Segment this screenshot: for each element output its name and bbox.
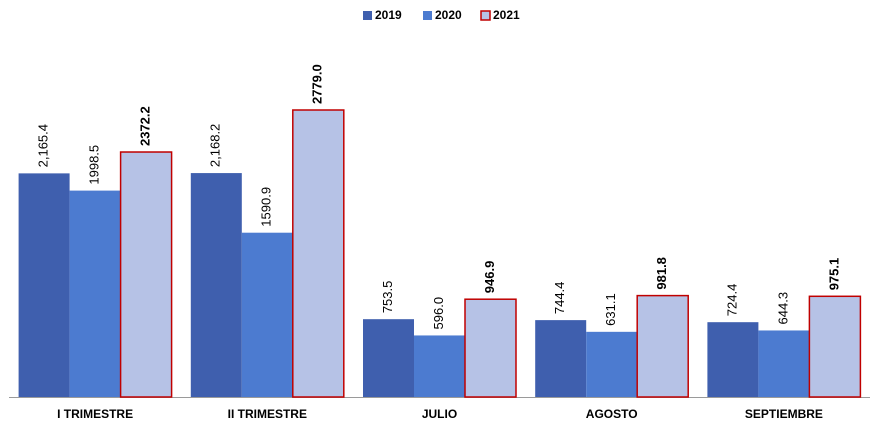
x-tick-label: JULIO — [422, 407, 457, 421]
value-label: 596.0 — [431, 297, 446, 330]
value-label: 724.4 — [724, 284, 739, 317]
bar — [241, 232, 293, 397]
bar — [414, 335, 465, 397]
legend-label: 2021 — [493, 8, 520, 22]
x-tick-label: I TRIMESTRE — [57, 407, 133, 421]
value-label: 744.4 — [552, 282, 567, 315]
bar — [464, 298, 517, 398]
x-tick-label: AGOSTO — [586, 407, 638, 421]
value-label: 644.3 — [775, 292, 790, 325]
value-label: 1998.5 — [87, 145, 102, 185]
bar — [808, 295, 862, 398]
value-label: 2,168.2 — [208, 124, 223, 167]
value-label: 631.1 — [603, 293, 618, 326]
bar — [190, 173, 242, 397]
value-label: 946.9 — [482, 261, 497, 294]
value-label: 2779.0 — [310, 64, 325, 104]
legend-label: 2020 — [435, 8, 462, 22]
x-tick-label: SEPTIEMBRE — [745, 407, 823, 421]
legend-swatch — [363, 11, 372, 20]
bar — [707, 322, 759, 397]
bar — [636, 294, 689, 398]
value-label: 981.8 — [654, 257, 669, 290]
x-tick-label: II TRIMESTRE — [228, 407, 307, 421]
legend-label: 2019 — [375, 8, 402, 22]
legend-swatch — [423, 11, 432, 20]
legend-swatch — [480, 10, 491, 21]
value-label: 975.1 — [826, 258, 841, 291]
value-label: 2372.2 — [138, 106, 153, 146]
bar — [292, 109, 345, 398]
bar — [119, 151, 173, 398]
value-label: 1590.9 — [259, 187, 274, 227]
bar — [363, 319, 414, 397]
value-label: 753.5 — [380, 281, 395, 314]
bar — [586, 331, 638, 397]
bar — [69, 190, 121, 397]
bar — [535, 320, 587, 397]
value-label: 2,165.4 — [36, 124, 51, 167]
bar — [758, 330, 810, 397]
bar — [18, 173, 70, 397]
